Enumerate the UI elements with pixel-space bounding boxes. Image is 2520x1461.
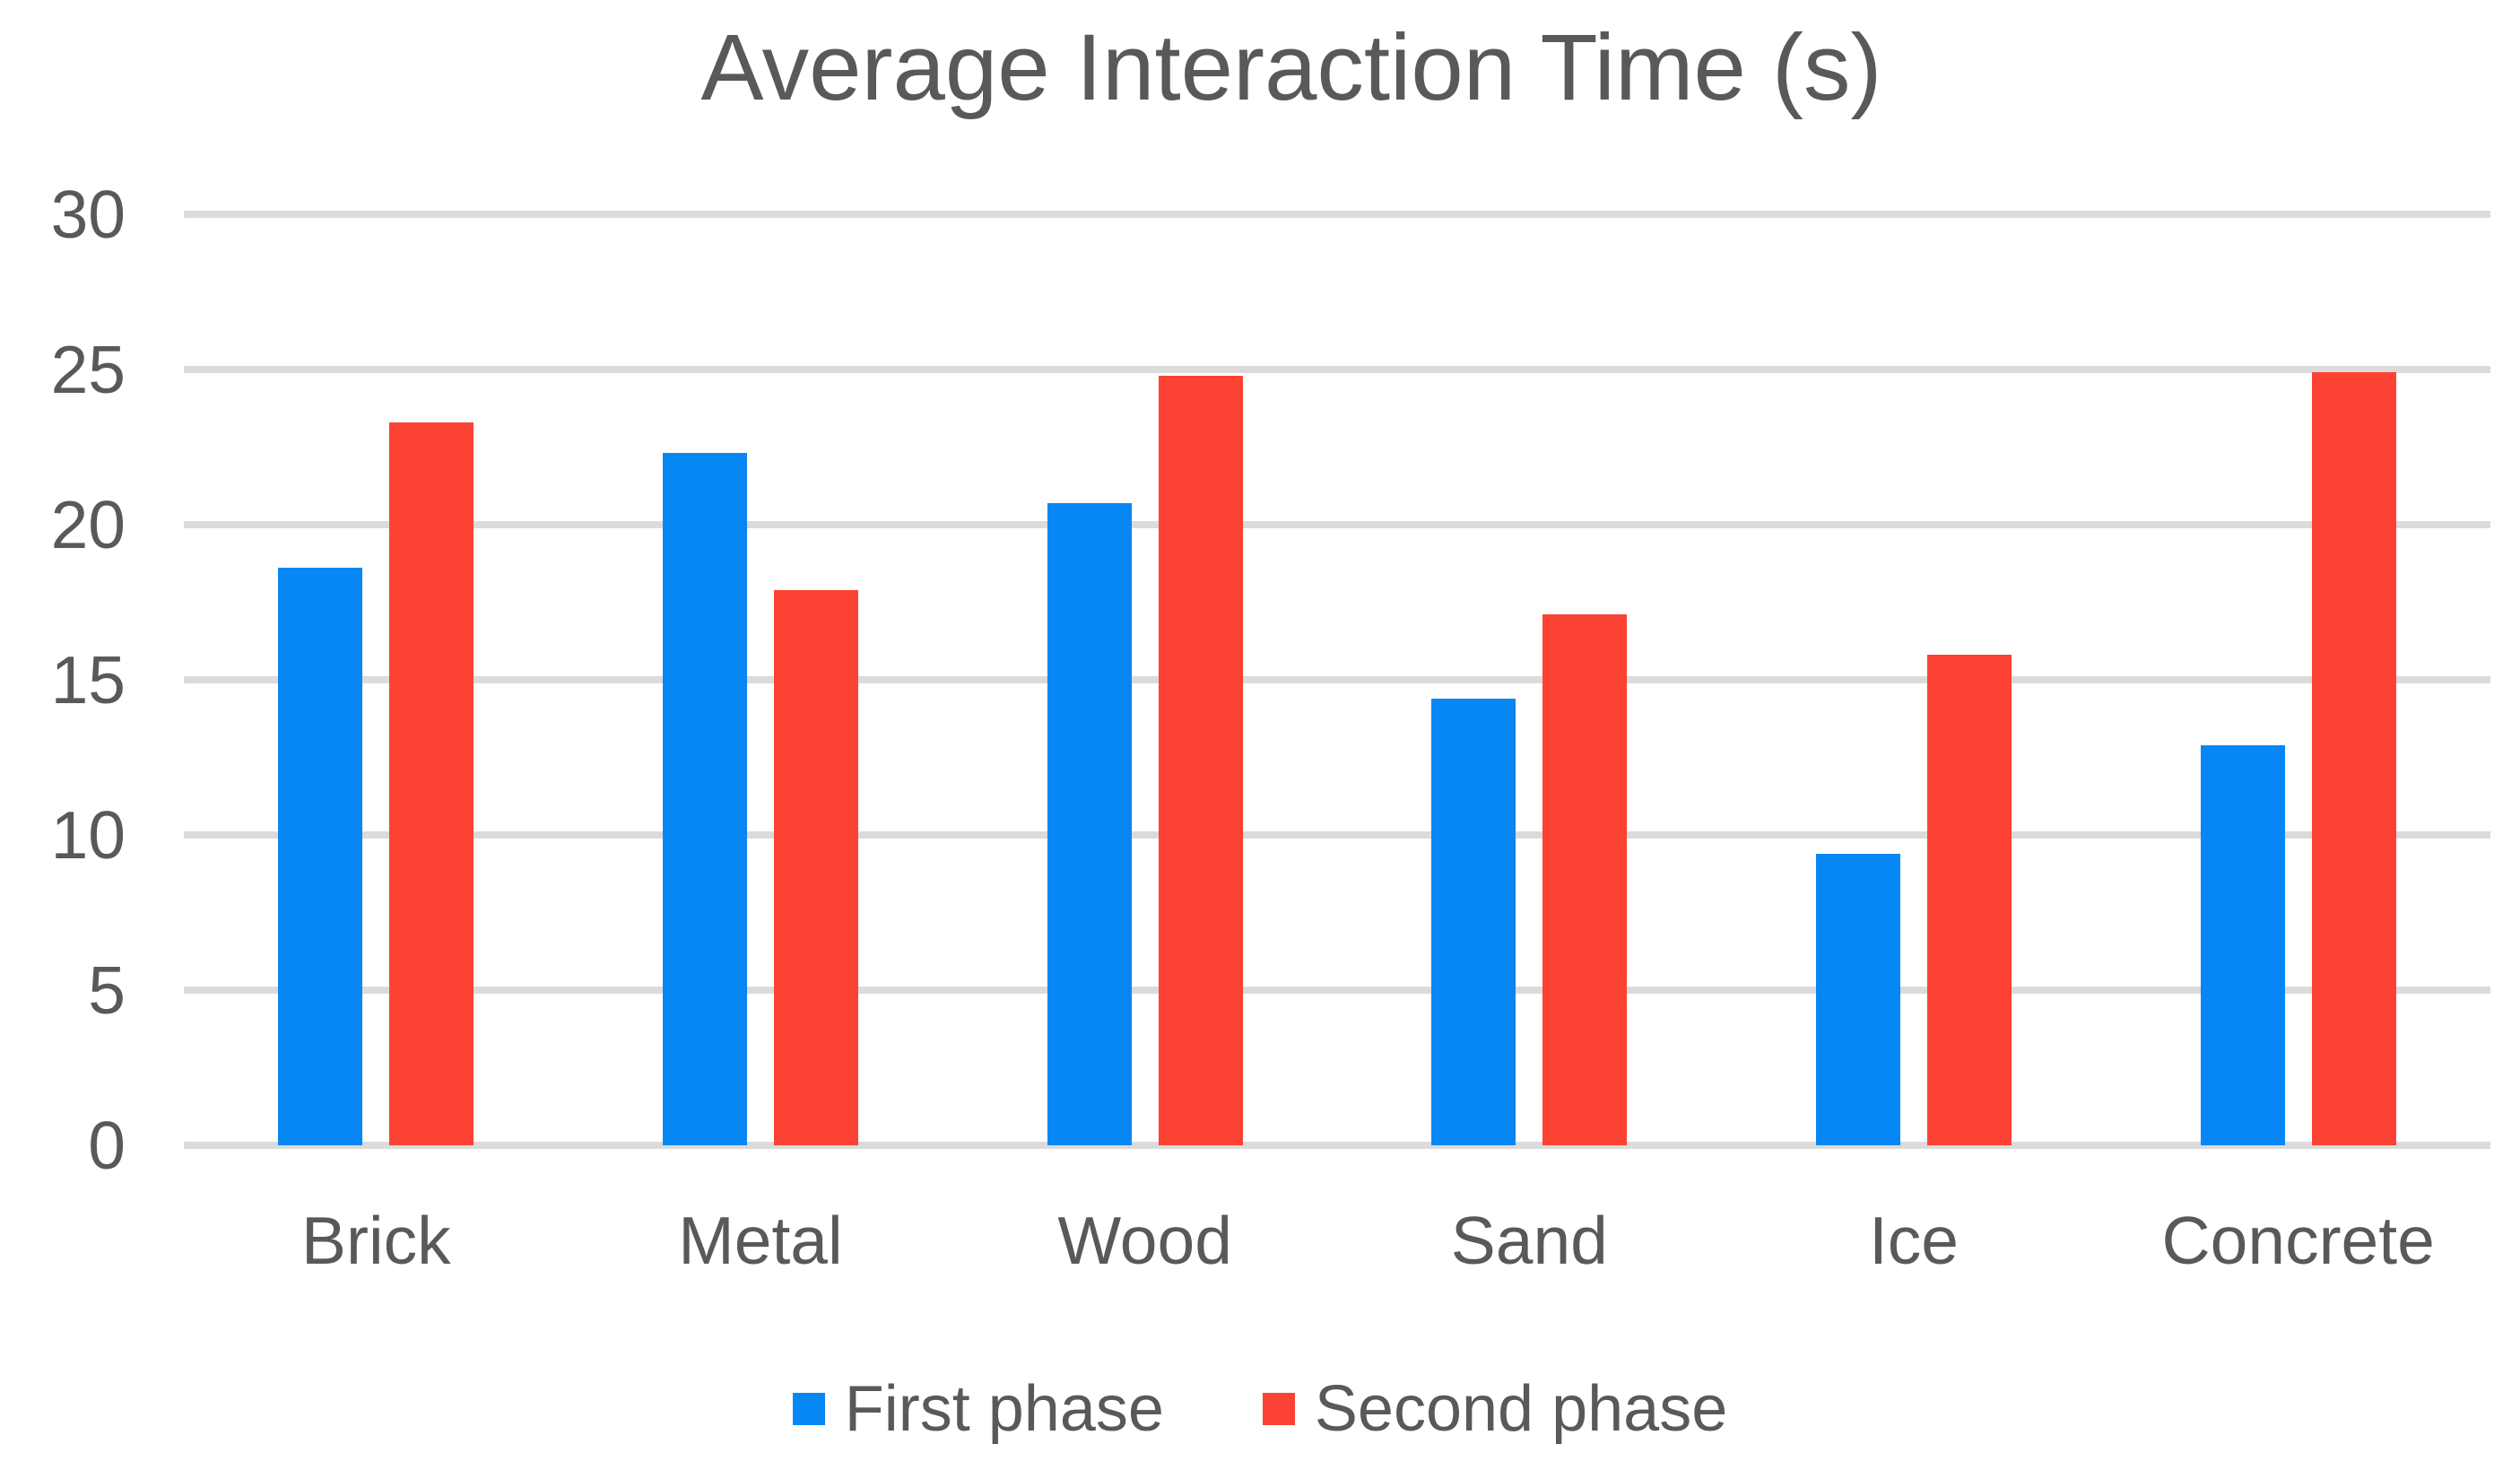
bar-sand-first-phase: [1431, 698, 1516, 1145]
x-category-label-wood: Wood: [1057, 1203, 1232, 1278]
legend-item-first-phase: First phase: [792, 1372, 1164, 1446]
bar-brick-first-phase: [278, 568, 363, 1145]
y-axis: 0 5 10 15 20 25 30: [0, 0, 135, 1461]
legend-item-second-phase: Second phase: [1262, 1372, 1728, 1446]
plot-area: [184, 211, 2490, 1149]
bar-concrete-second-phase: [2311, 372, 2396, 1145]
gridline-0: [184, 1142, 2490, 1149]
x-category-label-metal: Metal: [678, 1203, 843, 1278]
legend-swatch-icon: [792, 1393, 825, 1425]
legend-label: Second phase: [1314, 1373, 1728, 1445]
legend: First phase Second phase: [0, 1369, 2520, 1449]
legend-swatch-icon: [1262, 1393, 1295, 1425]
legend-label: First phase: [844, 1373, 1164, 1445]
bar-brick-second-phase: [389, 422, 474, 1145]
gridline-20: [184, 521, 2490, 528]
y-tick-label-10: 10: [50, 797, 126, 873]
y-tick-label-15: 15: [50, 642, 126, 717]
y-tick-label-5: 5: [88, 952, 126, 1028]
bar-metal-first-phase: [663, 453, 747, 1145]
bar-wood-first-phase: [1047, 502, 1132, 1145]
gridline-30: [184, 211, 2490, 218]
gridline-10: [184, 831, 2490, 839]
bar-ice-first-phase: [1816, 853, 1900, 1145]
y-tick-label-0: 0: [88, 1108, 126, 1183]
x-category-label-brick: Brick: [300, 1203, 451, 1278]
gridline-25: [184, 366, 2490, 373]
bar-ice-second-phase: [1927, 655, 2012, 1145]
gridline-5: [184, 987, 2490, 994]
bar-concrete-first-phase: [2200, 744, 2285, 1145]
bar-metal-second-phase: [774, 589, 858, 1145]
gridline-15: [184, 676, 2490, 683]
bar-sand-second-phase: [1542, 614, 1628, 1145]
y-tick-label-30: 30: [50, 177, 126, 252]
y-tick-label-25: 25: [50, 332, 126, 407]
x-category-label-concrete: Concrete: [2161, 1203, 2435, 1278]
x-category-label-ice: Ice: [1868, 1203, 1960, 1278]
x-category-label-sand: Sand: [1450, 1203, 1608, 1278]
y-tick-label-20: 20: [50, 487, 126, 562]
bar-wood-second-phase: [1158, 375, 1243, 1145]
chart-title: Average Interaction Time (s): [700, 15, 1882, 120]
